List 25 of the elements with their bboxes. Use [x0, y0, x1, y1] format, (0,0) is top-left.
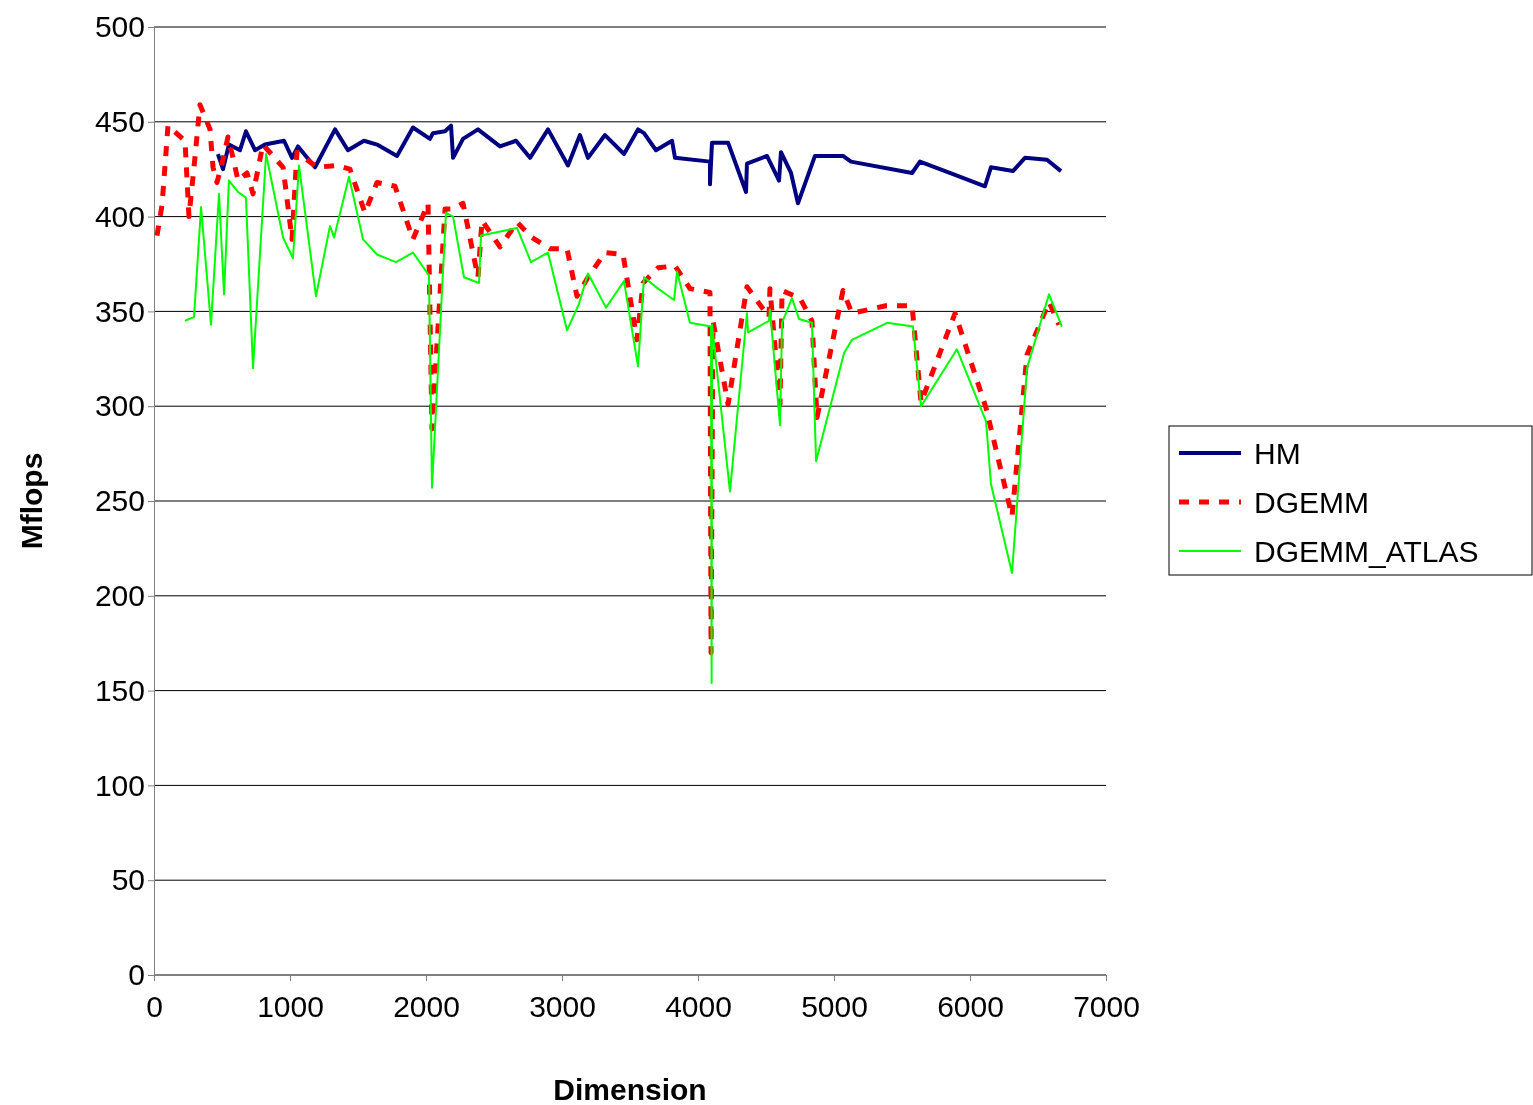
y-tick-label: 300: [94, 389, 145, 423]
legend-label: DGEMM: [1254, 486, 1369, 519]
x-tick-label: 4000: [665, 990, 732, 1023]
x-tick-label: 6000: [937, 990, 1004, 1023]
y-tick-label: 0: [128, 958, 145, 992]
y-axis-title: Mflops: [15, 452, 48, 550]
y-tick-label: 500: [94, 10, 145, 44]
y-tick-label: 150: [94, 673, 145, 707]
legend-label: DGEMM_ATLAS: [1254, 535, 1479, 568]
x-tick-label: 2000: [393, 990, 460, 1023]
x-tick-label: 7000: [1073, 990, 1140, 1023]
x-tick-label: 5000: [801, 990, 868, 1023]
y-tick-label: 350: [94, 294, 145, 328]
y-tick-label: 200: [94, 578, 145, 612]
x-tick-label: 1000: [257, 990, 324, 1023]
legend-label: HM: [1254, 437, 1301, 470]
y-tick-label: 400: [94, 199, 145, 233]
line-series: [215, 123, 1063, 206]
y-tick-label: 50: [111, 863, 145, 897]
y-tick-label: 450: [94, 104, 145, 138]
x-tick-label: 3000: [529, 990, 596, 1023]
y-tick-label: 250: [94, 484, 145, 518]
line-series: [184, 153, 1063, 685]
x-axis-title: Dimension: [553, 1073, 707, 1105]
y-tick-label: 100: [94, 768, 145, 802]
